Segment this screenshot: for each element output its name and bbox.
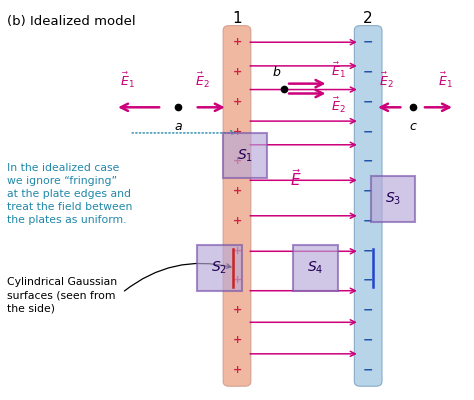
Text: $S_3$: $S_3$	[385, 191, 401, 207]
Text: +: +	[232, 275, 242, 285]
Text: $\vec{E}_1$: $\vec{E}_1$	[119, 70, 134, 90]
Text: −: −	[363, 304, 374, 316]
Text: +: +	[232, 126, 242, 136]
Text: −: −	[363, 363, 374, 376]
Text: −: −	[363, 244, 374, 257]
Text: +: +	[232, 305, 242, 315]
Text: −: −	[363, 155, 374, 168]
Text: c: c	[409, 120, 416, 133]
Text: 2: 2	[364, 12, 373, 26]
Text: (b) Idealized model: (b) Idealized model	[8, 15, 136, 28]
Text: +: +	[232, 246, 242, 256]
Text: +: +	[232, 37, 242, 47]
Text: $\vec{E}_2$: $\vec{E}_2$	[331, 96, 346, 115]
Text: +: +	[232, 335, 242, 345]
Text: b: b	[273, 66, 281, 79]
Text: $\vec{E}_2$: $\vec{E}_2$	[379, 70, 393, 90]
FancyBboxPatch shape	[355, 26, 382, 386]
Text: +: +	[232, 216, 242, 226]
Bar	[293, 245, 337, 291]
Text: $\vec{E}_1$: $\vec{E}_1$	[438, 70, 453, 90]
Text: 1: 1	[232, 12, 242, 26]
Text: $S_2$: $S_2$	[211, 260, 228, 276]
Text: +: +	[232, 67, 242, 77]
Text: −: −	[363, 333, 374, 346]
Text: a: a	[174, 120, 182, 133]
Text: +: +	[232, 156, 242, 166]
Text: −: −	[363, 125, 374, 138]
Text: −: −	[363, 95, 374, 108]
Text: +: +	[232, 365, 242, 375]
Bar	[197, 245, 242, 291]
Text: +: +	[232, 97, 242, 107]
Text: $\vec{E}_1$: $\vec{E}_1$	[331, 61, 346, 80]
Bar	[223, 133, 267, 178]
Text: $S_1$: $S_1$	[237, 148, 253, 164]
Text: −: −	[363, 184, 374, 198]
Text: $\vec{E}_2$: $\vec{E}_2$	[194, 70, 209, 90]
Text: −: −	[363, 274, 374, 287]
Text: Cylindrical Gaussian
surfaces (seen from
the side): Cylindrical Gaussian surfaces (seen from…	[8, 277, 118, 313]
Bar	[371, 176, 415, 222]
Text: $S_4$: $S_4$	[307, 260, 324, 276]
FancyBboxPatch shape	[223, 26, 251, 386]
Text: +: +	[232, 186, 242, 196]
Text: −: −	[363, 66, 374, 78]
Text: −: −	[363, 214, 374, 227]
Text: In the idealized case
we ignore “fringing”
at the plate edges and
treat the fiel: In the idealized case we ignore “fringin…	[8, 162, 133, 225]
Text: $\vec{E}$: $\vec{E}$	[290, 168, 301, 189]
Text: −: −	[363, 36, 374, 49]
